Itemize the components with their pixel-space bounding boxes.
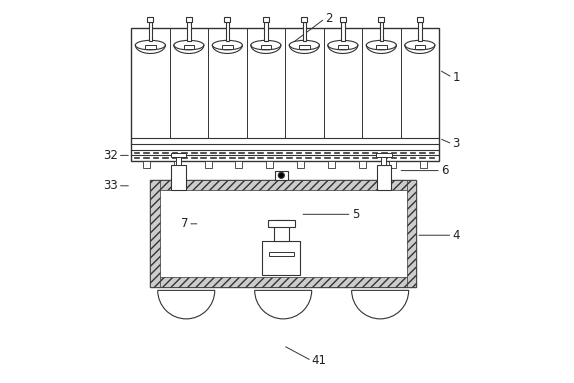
Bar <box>131 144 439 161</box>
Bar <box>226 21 229 41</box>
Bar <box>379 21 383 41</box>
Bar <box>186 17 192 21</box>
Bar <box>149 21 152 41</box>
Text: 7: 7 <box>181 217 188 230</box>
Bar <box>224 17 230 21</box>
Bar <box>377 165 391 190</box>
Bar <box>266 161 273 168</box>
Bar <box>418 21 422 41</box>
Ellipse shape <box>212 40 242 50</box>
Wedge shape <box>352 290 409 319</box>
Bar <box>235 161 242 168</box>
Bar <box>205 161 212 168</box>
Bar <box>274 170 288 180</box>
Ellipse shape <box>135 40 165 50</box>
Ellipse shape <box>366 40 397 50</box>
Bar <box>359 161 366 168</box>
Bar <box>378 17 384 21</box>
Bar <box>297 161 304 168</box>
Text: 2: 2 <box>325 12 332 25</box>
Bar <box>302 21 306 41</box>
Bar <box>150 277 416 286</box>
Text: 1: 1 <box>452 71 460 84</box>
Wedge shape <box>255 290 312 319</box>
Text: 41: 41 <box>312 354 327 367</box>
Bar <box>172 165 186 190</box>
Text: 5: 5 <box>352 208 359 221</box>
Bar <box>143 161 150 168</box>
Bar <box>341 21 344 41</box>
Bar <box>264 21 267 41</box>
Bar <box>390 161 396 168</box>
Bar <box>328 161 335 168</box>
Wedge shape <box>158 290 215 319</box>
Bar <box>262 241 300 275</box>
Bar <box>176 157 181 165</box>
Bar <box>187 21 191 41</box>
Bar <box>150 180 160 286</box>
Bar <box>174 161 181 168</box>
Text: 4: 4 <box>452 229 460 242</box>
Ellipse shape <box>328 40 358 50</box>
Text: 32: 32 <box>103 149 118 162</box>
Ellipse shape <box>405 40 435 50</box>
Text: 6: 6 <box>441 164 448 177</box>
Bar <box>184 46 194 49</box>
Bar <box>417 17 422 21</box>
Bar <box>171 154 186 157</box>
Bar <box>376 46 387 49</box>
Bar <box>148 17 153 21</box>
Ellipse shape <box>289 40 319 50</box>
Bar <box>131 28 439 161</box>
Bar <box>338 46 348 49</box>
Bar <box>299 46 309 49</box>
Ellipse shape <box>174 40 204 50</box>
Bar <box>414 46 425 49</box>
Bar <box>150 180 416 190</box>
Bar <box>377 154 391 157</box>
Ellipse shape <box>251 40 281 50</box>
Bar <box>263 17 269 21</box>
Bar <box>340 17 346 21</box>
Bar <box>222 46 232 49</box>
Bar <box>301 17 307 21</box>
Bar <box>269 252 294 256</box>
Bar <box>420 161 427 168</box>
Bar <box>261 46 271 49</box>
Text: 3: 3 <box>452 137 460 151</box>
Bar <box>407 180 416 286</box>
Bar <box>268 220 294 227</box>
Circle shape <box>278 172 284 178</box>
Bar <box>145 46 156 49</box>
Text: 33: 33 <box>103 179 118 192</box>
Bar <box>150 180 416 286</box>
Bar <box>382 157 386 165</box>
Bar <box>274 220 289 241</box>
